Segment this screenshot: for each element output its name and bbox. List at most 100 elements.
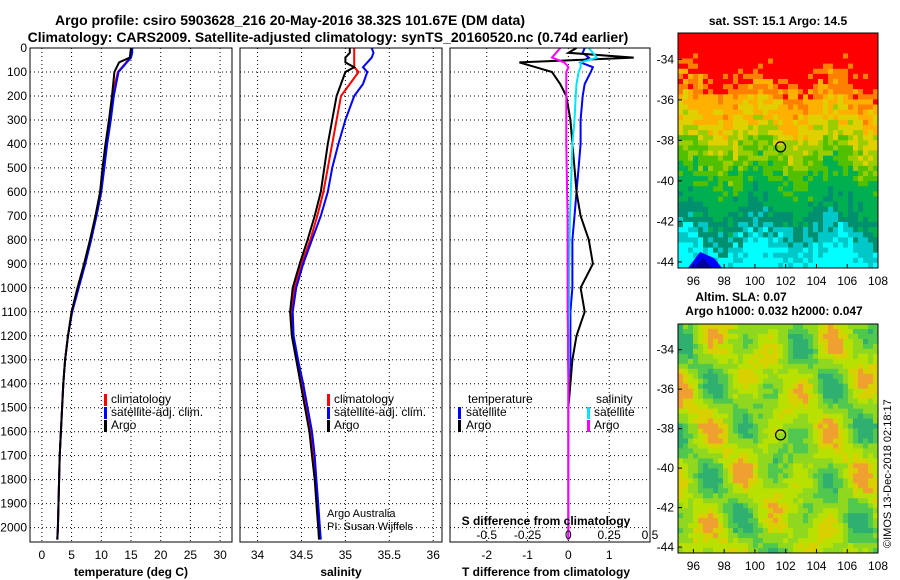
- map-cell: [703, 247, 709, 254]
- map-cell: [678, 78, 684, 85]
- map-cell: [863, 423, 869, 429]
- map-cell: [858, 53, 864, 59]
- map-cell: [808, 227, 814, 233]
- map-cell: [808, 242, 814, 248]
- map-cell: [808, 448, 814, 454]
- map-cell: [823, 130, 829, 136]
- map-cell: [748, 257, 754, 264]
- map-cell: [768, 523, 774, 529]
- map-cell: [743, 150, 749, 157]
- map-cell: [808, 508, 814, 514]
- map-cell: [683, 68, 689, 75]
- y-tick-label: 400: [7, 137, 27, 151]
- map-cell: [733, 119, 739, 126]
- map-cell: [703, 428, 709, 434]
- map-cell: [873, 528, 879, 534]
- map-cell: [823, 262, 829, 269]
- map-cell: [778, 99, 784, 105]
- map-cell: [768, 533, 774, 539]
- map-cell: [728, 363, 734, 370]
- top-x-tick-label: 0.5: [642, 528, 659, 542]
- map-cell: [693, 393, 699, 400]
- map-cell: [798, 114, 804, 121]
- map-cell: [713, 478, 719, 484]
- map-cell: [708, 473, 714, 479]
- map-cell: [853, 543, 859, 549]
- map-cell: [743, 186, 749, 192]
- map-cell: [718, 191, 724, 197]
- map-cell: [738, 222, 744, 228]
- annotation-argo-australia: Argo Australia: [327, 508, 396, 520]
- map-cell: [858, 468, 864, 474]
- map-cell: [723, 458, 729, 464]
- map-cell: [733, 543, 739, 549]
- map-cell: [688, 53, 694, 59]
- map-cell: [848, 438, 854, 444]
- map-cell: [748, 130, 754, 136]
- map-cell: [848, 463, 854, 469]
- map-cell: [793, 388, 799, 395]
- map-cell: [803, 483, 809, 489]
- map-cell: [813, 503, 819, 509]
- map-cell: [708, 38, 714, 44]
- map-cell: [683, 388, 689, 395]
- map-cell: [803, 114, 809, 121]
- map-cell: [763, 533, 769, 539]
- map-cell: [713, 488, 719, 494]
- map-x-tick-label: 108: [868, 559, 888, 573]
- map-cell: [788, 58, 794, 65]
- map-cell: [698, 176, 704, 182]
- map-cell: [718, 130, 724, 136]
- map-cell: [743, 68, 749, 75]
- map-cell: [713, 119, 719, 126]
- map-cell: [753, 348, 759, 355]
- map-cell: [738, 150, 744, 157]
- map-cell: [788, 468, 794, 474]
- map-cell: [728, 324, 734, 330]
- map-cell: [868, 413, 874, 419]
- map-cell: [753, 165, 759, 172]
- map-cell: [828, 428, 834, 434]
- map-cell: [683, 170, 689, 177]
- map-cell: [868, 135, 874, 141]
- map-cell: [758, 543, 764, 549]
- map-cell: [703, 196, 709, 202]
- map-cell: [833, 119, 839, 126]
- map-cell: [778, 68, 784, 75]
- map-cell: [808, 150, 814, 157]
- map-cell: [803, 130, 809, 136]
- map-cell: [823, 488, 829, 494]
- map-cell: [688, 155, 694, 162]
- map-cell: [823, 58, 829, 65]
- map-cell: [793, 483, 799, 489]
- map-cell: [713, 533, 719, 539]
- map-cell: [858, 338, 864, 345]
- map-cell: [713, 418, 719, 424]
- map-cell: [808, 393, 814, 400]
- map-cell: [833, 548, 839, 554]
- map-cell: [708, 109, 714, 116]
- map-cell: [723, 403, 729, 410]
- map-cell: [863, 403, 869, 410]
- map-cell: [728, 538, 734, 544]
- map-cell: [793, 196, 799, 202]
- map-cell: [753, 135, 759, 141]
- map-cell: [688, 114, 694, 121]
- map-cell: [858, 114, 864, 121]
- map-cell: [848, 468, 854, 474]
- map-cell: [723, 518, 729, 524]
- map-cell: [723, 155, 729, 162]
- map-cell: [703, 43, 709, 49]
- map-cell: [718, 201, 724, 208]
- map-cell: [838, 38, 844, 44]
- map-cell: [743, 165, 749, 172]
- map-cell: [848, 38, 854, 44]
- map-cell: [793, 478, 799, 484]
- map-cell: [713, 135, 719, 141]
- map-cell: [828, 247, 834, 254]
- map-cell: [768, 48, 774, 54]
- map-cell: [848, 130, 854, 136]
- map-cell: [723, 48, 729, 54]
- map-cell: [873, 368, 879, 375]
- map-cell: [873, 176, 879, 182]
